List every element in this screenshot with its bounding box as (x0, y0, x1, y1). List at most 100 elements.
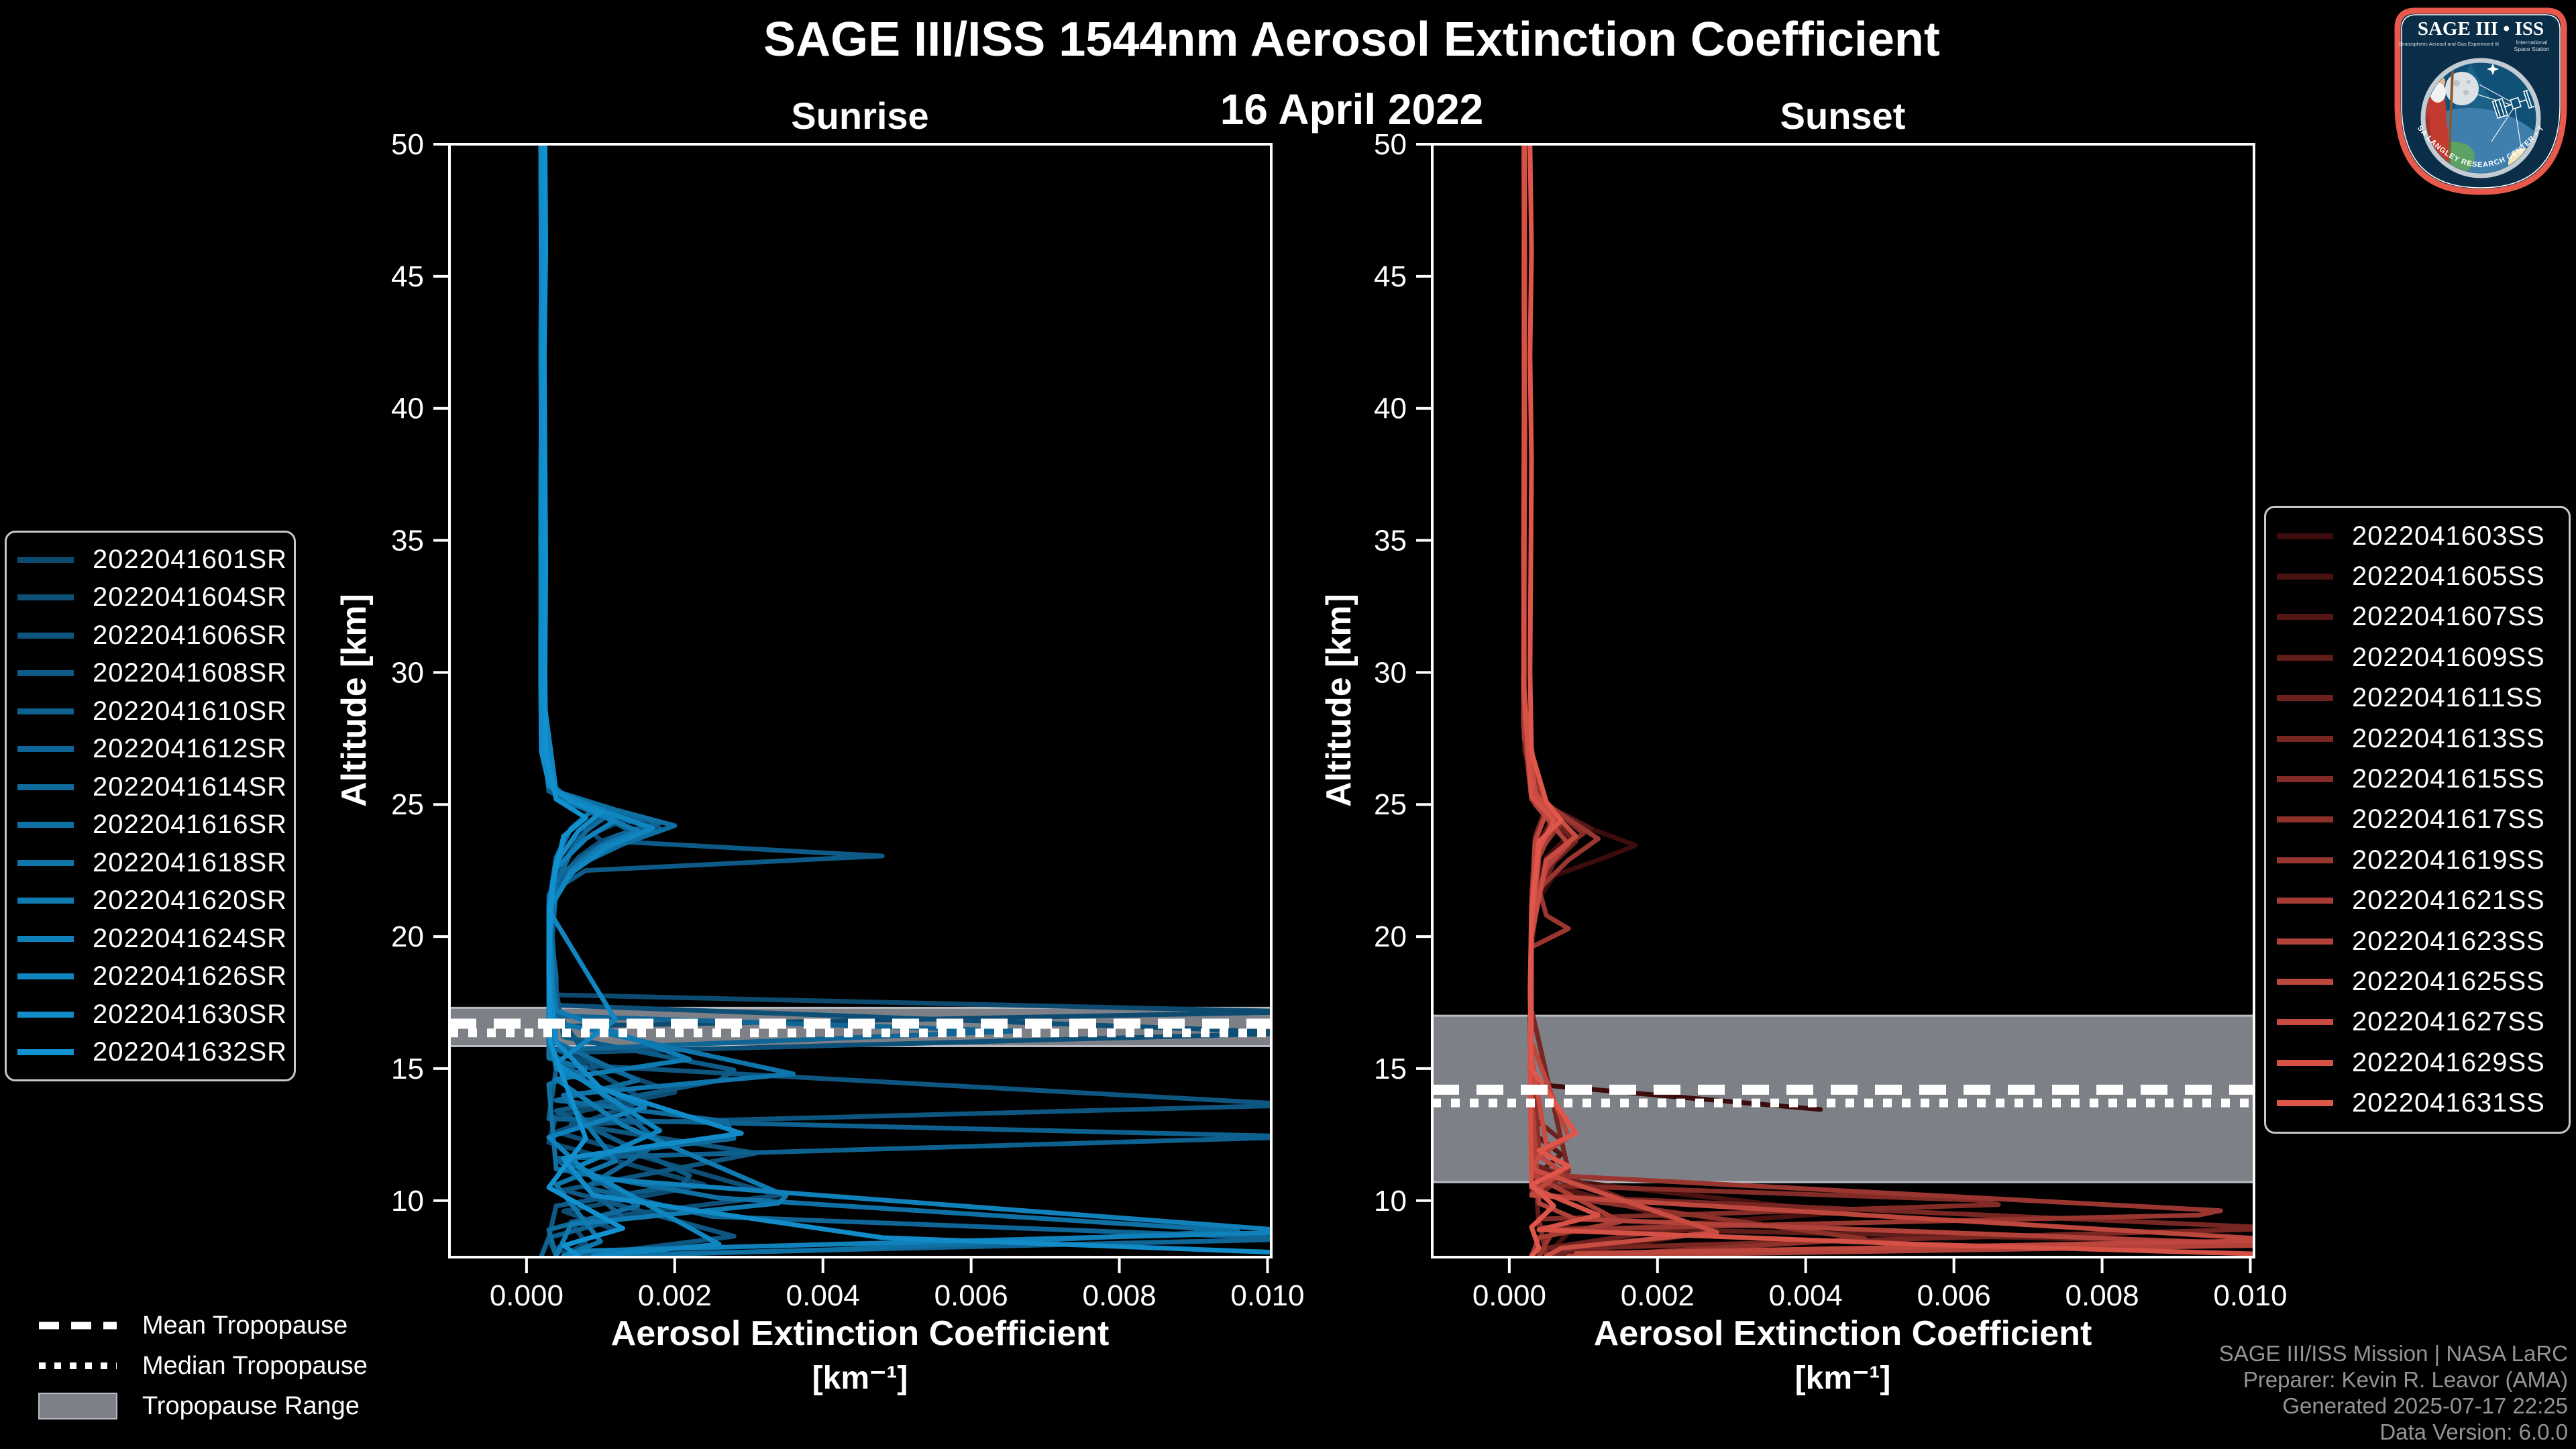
legend-item: 2022041603SS (2266, 521, 2569, 551)
legend-item: 2022041629SS (2266, 1048, 2569, 1078)
legend-swatch (17, 746, 74, 753)
legend-item: 2022041605SS (2266, 561, 2569, 592)
legend-swatch (17, 708, 74, 714)
legend-swatch (17, 1049, 74, 1056)
y-tick-label: 10 (1374, 1185, 1407, 1218)
legend-swatch (17, 822, 74, 828)
y-tick-label: 30 (1374, 656, 1407, 689)
legend-label: 2022041616SR (93, 810, 288, 840)
tropopause-lines-sunset (1432, 1084, 2254, 1108)
moon-crater (2467, 80, 2471, 84)
y-tick-label: 50 (1374, 128, 1407, 161)
x-axis-units-right: [km⁻¹] (1794, 1360, 1891, 1396)
y-axis-label-left: Altitude [km] (335, 594, 374, 807)
y-tick-label: 25 (391, 788, 424, 821)
y-tick-label: 50 (391, 128, 424, 161)
legend-item: 2022041623SS (2266, 926, 2569, 957)
x-tick-label: 0.002 (1621, 1279, 1695, 1312)
legend-label: 2022041631SS (2352, 1088, 2545, 1118)
legend-label: 2022041609SS (2352, 642, 2545, 672)
legend-label: 2022041623SS (2352, 926, 2545, 956)
legend-label: 2022041608SR (93, 658, 288, 688)
legend-label: 2022041625SS (2352, 966, 2545, 996)
y-tick-label: 15 (391, 1053, 424, 1085)
series-line-2022041601SR (538, 144, 1271, 1257)
legend-item: 2022041625SS (2266, 967, 2569, 997)
legend-swatch (2277, 1059, 2333, 1066)
legend-swatch (2277, 614, 2333, 621)
x-tick-label: 0.000 (490, 1279, 564, 1312)
legend-swatch (2277, 533, 2333, 539)
tropopause-range-legend-row: Tropopause Range (38, 1386, 368, 1426)
legend-label: 2022041604SR (93, 582, 288, 612)
legend-label: 2022041630SR (93, 999, 288, 1029)
legend-label: 2022041621SS (2352, 885, 2545, 916)
tropopause-legend: Mean Tropopause Median Tropopause Tropop… (38, 1305, 368, 1426)
mission-patch-logo: SAGE III • ISS Stratospheric Aerosol and… (2390, 4, 2567, 195)
series-line-2022041624SR (538, 144, 1271, 1257)
x-tick-label: 0.004 (786, 1279, 860, 1312)
legend-swatch (17, 784, 74, 790)
legend-label: 2022041610SR (93, 696, 288, 726)
legend-item: 2022041627SS (2266, 1007, 2569, 1037)
moon-crater (2463, 90, 2469, 95)
legend-label: 2022041601SR (93, 544, 288, 574)
series-line-2022041632SR (541, 144, 625, 1257)
median-tropopause-label: Median Tropopause (142, 1351, 368, 1380)
series-line-2022041612SR (538, 144, 1271, 1257)
legend-swatch (2277, 654, 2333, 661)
y-tick-label: 40 (1374, 392, 1407, 425)
axes-spines (448, 143, 1273, 1258)
y-tick-label: 20 (391, 920, 424, 953)
legend-swatch (2277, 857, 2333, 863)
x-axis-label-right: Aerosol Extinction Coefficient (1593, 1314, 2092, 1353)
legend-item: 2022041611SS (2266, 683, 2569, 713)
mean-tropopause-dash-sample (39, 1322, 117, 1330)
legend-label: 2022041627SS (2352, 1007, 2545, 1037)
legend-item: 2022041610SR (7, 696, 294, 727)
x-tick-label: 0.004 (1769, 1279, 1843, 1312)
x-tick-label: 0.000 (1472, 1279, 1546, 1312)
legend-item: 2022041617SS (2266, 804, 2569, 835)
tropopause-range-patch-sample (38, 1393, 117, 1419)
legend-swatch (17, 898, 74, 904)
series-line-2022041603SS (1521, 144, 1823, 1112)
legend-item: 2022041632SR (7, 1037, 294, 1067)
legend-swatch (17, 935, 74, 942)
sunrise-panel-title: Sunrise (791, 95, 929, 137)
moon-crater (2453, 80, 2460, 87)
axes-spines (1431, 143, 2255, 1258)
legend-swatch (2277, 735, 2333, 742)
median-tropopause-legend-row: Median Tropopause (38, 1346, 368, 1386)
legend-label: 2022041603SS (2352, 521, 2545, 551)
legend-swatch (17, 556, 74, 563)
sunset-legend: 2022041603SS 2022041605SS 2022041607SS 2022… (2264, 506, 2571, 1134)
legend-label: 2022041619SS (2352, 845, 2545, 875)
x-tick-label: 0.002 (638, 1279, 712, 1312)
y-tick-label: 35 (391, 525, 424, 557)
legend-swatch (2277, 938, 2333, 945)
legend-label: 2022041629SS (2352, 1047, 2545, 1077)
footer-preparer-line: Preparer: Kevin R. Leavor (AMA) (2243, 1367, 2568, 1392)
legend-item: 2022041615SS (2266, 764, 2569, 794)
series-line-2022041604SR (538, 144, 1271, 1257)
series-line-2022041610SR (538, 144, 1271, 1257)
legend-swatch (2277, 978, 2333, 985)
legend-label: 2022041612SR (93, 734, 288, 764)
logo-title: SAGE III • ISS (2418, 18, 2544, 40)
y-tick-label: 45 (1374, 260, 1407, 293)
x-tick-label: 0.010 (1230, 1279, 1304, 1312)
legend-item: 2022041606SR (7, 621, 294, 651)
x-tick-label: 0.008 (2065, 1279, 2139, 1312)
legend-label: 2022041624SR (93, 923, 288, 953)
series-line-2022041631SS (1527, 144, 1578, 1257)
patch-inner-border (2401, 14, 2561, 189)
footer-data-version-line: Data Version: 6.0.0 (2379, 1419, 2568, 1444)
y-tick-label: 15 (1374, 1053, 1407, 1085)
legend-swatch (2277, 695, 2333, 702)
legend-swatch (17, 670, 74, 677)
legend-swatch (2277, 776, 2333, 783)
median-tropopause-dot-sample (39, 1362, 117, 1369)
sunrise-legend: 2022041601SR 2022041604SR 2022041606SR 2022… (5, 531, 296, 1081)
